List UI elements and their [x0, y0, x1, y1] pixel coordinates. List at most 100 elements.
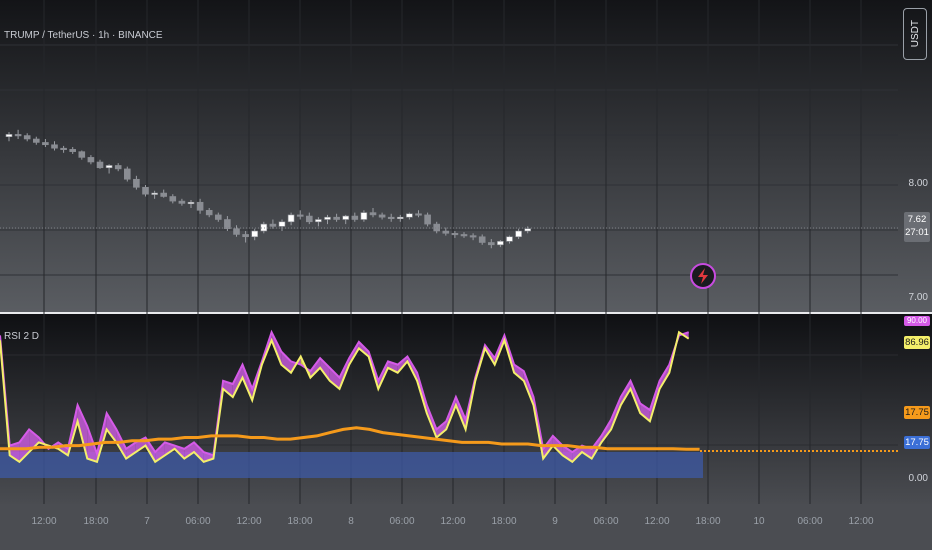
candle-down	[142, 187, 149, 195]
rsi-fill-segment	[184, 442, 194, 459]
symbol-title[interactable]: TRUMP / TetherUS · 1h · BINANCE	[4, 30, 163, 41]
rsi-fill-segment	[320, 358, 330, 381]
candle-down	[215, 214, 222, 220]
candle-down	[269, 223, 277, 227]
lightning-icon[interactable]	[690, 263, 716, 289]
rsi-top-badge: 90.00	[904, 316, 930, 326]
candle-down	[78, 151, 86, 158]
candle-down	[196, 201, 204, 211]
rsi-fill-segment	[106, 413, 117, 443]
candle-up	[278, 221, 286, 227]
rsi-fill-segment	[640, 403, 650, 422]
time-label: 7	[144, 516, 150, 527]
candle-up	[524, 228, 532, 232]
candle-down	[478, 236, 486, 243]
candle-down	[433, 223, 441, 232]
rsi-fill-segment	[543, 435, 553, 459]
candle-down	[224, 219, 231, 229]
candle-down	[233, 228, 240, 235]
candle-up	[251, 230, 258, 238]
indicator-label[interactable]: RSI 2 D	[4, 331, 40, 342]
last-price-value: 7.62	[907, 214, 927, 225]
candle-down	[87, 157, 95, 163]
candle-down	[42, 142, 49, 146]
candle-up	[396, 216, 404, 219]
rsi-fill-segment	[659, 364, 670, 389]
candle-down	[178, 200, 186, 204]
candles-group	[5, 129, 532, 249]
currency-button[interactable]: USDT	[903, 8, 927, 60]
baseline-band	[0, 452, 703, 478]
time-label: 12:00	[31, 516, 57, 527]
time-label: 8	[348, 516, 354, 527]
time-axis-background	[0, 504, 932, 550]
time-label: 9	[552, 516, 558, 527]
last-price-badge: 7.62 27:01	[904, 212, 930, 242]
rsi-fill-segment	[436, 421, 447, 438]
grid-lines	[0, 0, 898, 504]
candle-down	[205, 210, 213, 216]
signal-value-badge: 17.75	[904, 406, 930, 419]
candle-down	[378, 214, 386, 218]
rsi-magenta-line	[0, 329, 690, 458]
candle-down	[23, 135, 31, 140]
candle-down	[69, 149, 76, 152]
candle-down	[305, 215, 313, 223]
price-label-8: 8.00	[908, 178, 928, 189]
rsi-fill-segment	[126, 442, 136, 459]
candle-up	[151, 192, 158, 195]
candle-down	[96, 161, 104, 169]
candle-down	[14, 134, 22, 137]
rsi-yellow-line	[0, 330, 690, 464]
rsi-group	[0, 329, 703, 478]
time-label: 18:00	[287, 516, 313, 527]
candle-down	[424, 214, 431, 225]
rsi-fill-segment	[242, 364, 253, 401]
rsi-fill-segment	[116, 429, 127, 459]
candle-down	[369, 212, 377, 216]
candle-down	[451, 233, 459, 236]
candle-up	[342, 215, 350, 220]
candle-down	[487, 242, 495, 246]
candle-down	[415, 213, 422, 216]
time-label: 18:00	[83, 516, 109, 527]
rsi-fill-segment	[145, 437, 156, 462]
candle-down	[51, 144, 58, 149]
time-label: 12:00	[440, 516, 466, 527]
candle-up	[315, 219, 322, 223]
candle-down	[469, 235, 477, 238]
candle-up	[5, 134, 13, 137]
rsi-fill-segment	[232, 364, 243, 397]
time-label: 18:00	[695, 516, 721, 527]
price-label-7: 7.00	[908, 292, 928, 303]
candle-up	[406, 213, 413, 218]
rsi-fill-segment	[514, 364, 524, 381]
candle-down	[460, 234, 468, 237]
candle-down	[32, 138, 40, 143]
time-label: 06:00	[797, 516, 823, 527]
rsi-value-badge: 86.96	[904, 336, 930, 349]
candle-down	[160, 192, 167, 197]
candle-up	[260, 223, 268, 232]
time-label: 12:00	[848, 516, 874, 527]
rsi-fill-segment	[620, 380, 631, 406]
time-label: 06:00	[185, 516, 211, 527]
candle-down	[169, 196, 177, 202]
candle-down	[333, 216, 340, 220]
rsi-fill-segment	[562, 445, 573, 462]
candle-up	[506, 236, 513, 242]
candle-up	[324, 216, 331, 220]
time-label: 06:00	[593, 516, 619, 527]
candle-up	[360, 212, 368, 220]
candle-down	[242, 234, 249, 238]
rsi-fill-segment	[223, 380, 233, 397]
candle-down	[351, 215, 359, 220]
candle-up	[105, 165, 113, 169]
candle-up	[287, 214, 295, 223]
time-label: 10	[753, 516, 765, 527]
time-label: 12:00	[236, 516, 262, 527]
rsi-fill-segment	[281, 351, 291, 373]
rsi-fill-segment	[572, 445, 582, 462]
time-label: 12:00	[644, 516, 670, 527]
